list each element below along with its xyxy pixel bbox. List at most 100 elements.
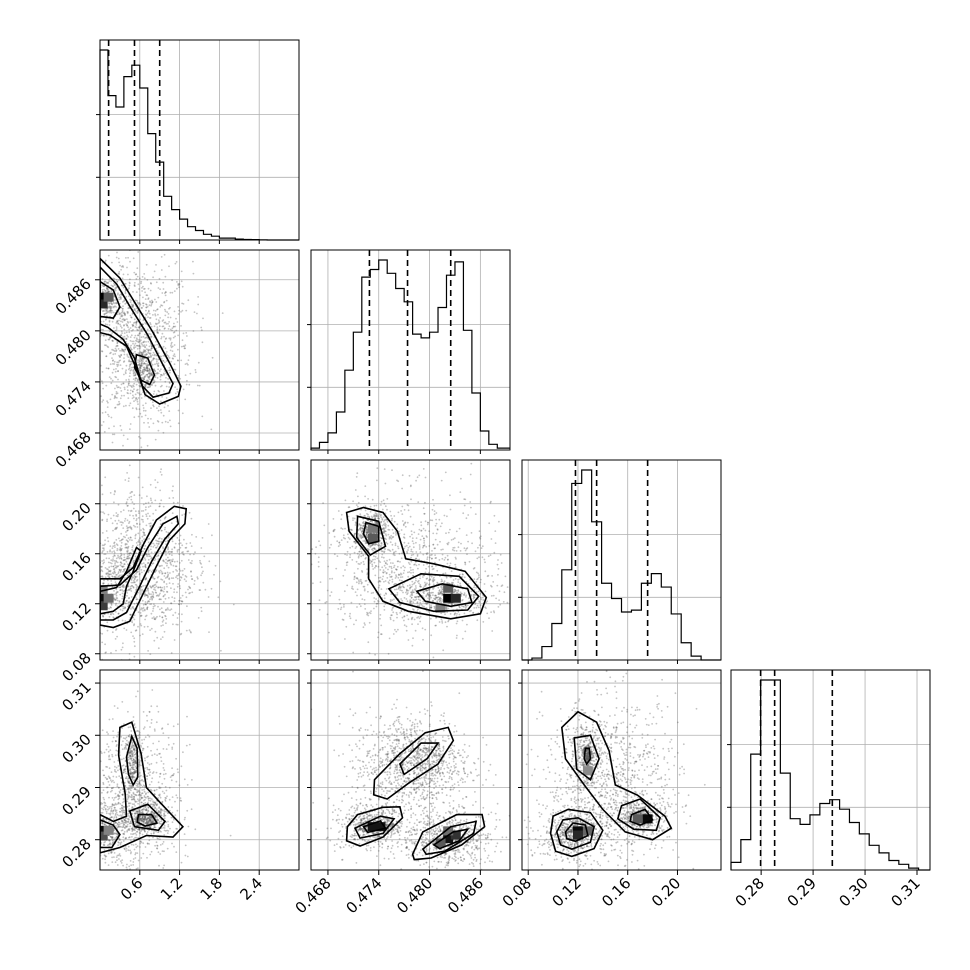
x-tick-label: 0.6 <box>117 874 147 904</box>
x-tick-label: 0.468 <box>292 874 335 917</box>
density-cell <box>450 830 461 840</box>
contour-level-7 <box>564 822 589 843</box>
x-tick-label: 0.20 <box>648 874 684 910</box>
y-tick-label: 0.29 <box>58 783 94 819</box>
pair-content <box>100 460 299 660</box>
contour-level-2 <box>387 572 480 613</box>
x-tick-label: 0.31 <box>887 874 923 910</box>
sample-points <box>100 250 224 449</box>
density-cell <box>642 814 653 824</box>
y-tick-label: 0.28 <box>58 835 94 871</box>
contour-level-2 <box>100 546 143 615</box>
density-cell <box>367 822 378 832</box>
contour-level-3 <box>128 803 167 832</box>
density-cell <box>375 822 386 832</box>
contour-level-1 <box>100 819 121 849</box>
density-cell <box>435 838 446 848</box>
x-tick-label: 1.8 <box>197 874 227 904</box>
pair-content <box>100 670 299 870</box>
density-cell <box>582 826 593 836</box>
contour-level-0 <box>100 721 185 854</box>
density-cell <box>435 603 446 613</box>
pair-panel-2-3 <box>521 669 722 871</box>
density-cell <box>443 593 454 603</box>
histogram-3 <box>730 679 930 871</box>
x-tick-label: 2.4 <box>236 874 266 904</box>
pair-content <box>522 670 721 870</box>
density-cell <box>100 831 108 841</box>
contour-level-5 <box>411 813 486 861</box>
histogram-1 <box>310 259 510 450</box>
panel-frame <box>99 249 300 451</box>
contour-level-4 <box>362 521 380 545</box>
hist-panel-2 <box>518 459 722 661</box>
x-tick-label: 0.486 <box>444 874 487 917</box>
x-tick-label: 0.474 <box>342 874 385 917</box>
contour-level-1 <box>573 734 600 781</box>
y-tick-label: 0.486 <box>52 275 95 318</box>
y-tick-label: 0.480 <box>52 326 95 369</box>
panel-frame <box>99 459 300 661</box>
contour-level-4 <box>136 813 159 827</box>
density-cell <box>572 830 583 840</box>
panel-frame <box>310 669 511 871</box>
density-cell <box>443 826 454 836</box>
y-tick-label: 0.12 <box>58 599 94 635</box>
contour-level-0 <box>345 506 488 620</box>
x-tick-label: 0.30 <box>836 874 872 910</box>
y-tick-label: 0.08 <box>58 649 94 685</box>
pair-panel-0-3 <box>99 669 300 871</box>
density-cell <box>450 593 461 603</box>
density-cell <box>100 585 108 594</box>
pair-panel-0-1 <box>99 249 300 451</box>
x-tick-label: 0.28 <box>732 874 768 910</box>
density-cell <box>103 825 114 835</box>
contour-level-2 <box>345 805 404 847</box>
density-cell <box>367 523 378 533</box>
contour-level-4 <box>362 819 387 834</box>
hist-panel-1 <box>307 249 511 451</box>
contour-level-0 <box>560 710 673 841</box>
contour-level-3 <box>353 815 396 840</box>
histogram-2 <box>522 469 721 661</box>
x-tick-label: 0.12 <box>548 874 584 910</box>
panel-frame <box>310 459 511 661</box>
y-tick-label: 0.468 <box>52 428 95 471</box>
density-cell <box>632 814 643 824</box>
y-tick-label: 0.20 <box>58 499 94 535</box>
density-cell <box>103 593 114 603</box>
contour-level-5 <box>549 808 604 858</box>
contour-level-0 <box>372 726 455 800</box>
sample-points <box>311 670 510 870</box>
x-tick-label: 0.480 <box>393 874 436 917</box>
contour-level-6 <box>555 816 596 850</box>
contour-level-2 <box>100 280 121 319</box>
density-cell <box>100 299 108 309</box>
density-cell <box>100 601 108 611</box>
panel-frame <box>310 249 511 451</box>
hist-panel-3 <box>727 669 931 871</box>
density-cell <box>443 834 454 844</box>
contour-level-1 <box>100 265 174 399</box>
pair-content <box>311 670 510 870</box>
pair-panel-1-3 <box>310 669 511 871</box>
y-tick-label: 0.16 <box>58 549 94 585</box>
density-cell <box>367 533 378 543</box>
panel-frame <box>99 39 300 241</box>
x-tick-label: 0.08 <box>499 874 535 910</box>
density-cell <box>582 766 593 776</box>
density-cell <box>103 292 114 302</box>
panel-frame <box>99 669 300 871</box>
x-tick-label: 0.29 <box>784 874 820 910</box>
panel-frame <box>730 669 931 871</box>
contour-level-1 <box>100 515 180 621</box>
y-tick-label: 0.31 <box>58 678 94 714</box>
contour-level-6 <box>421 820 478 856</box>
contour-level-3 <box>133 353 156 386</box>
y-tick-label: 0.30 <box>58 730 94 766</box>
contour-level-0 <box>100 257 182 405</box>
histogram-0 <box>99 49 299 241</box>
pair-content <box>100 250 299 450</box>
contour-level-1 <box>398 742 440 776</box>
